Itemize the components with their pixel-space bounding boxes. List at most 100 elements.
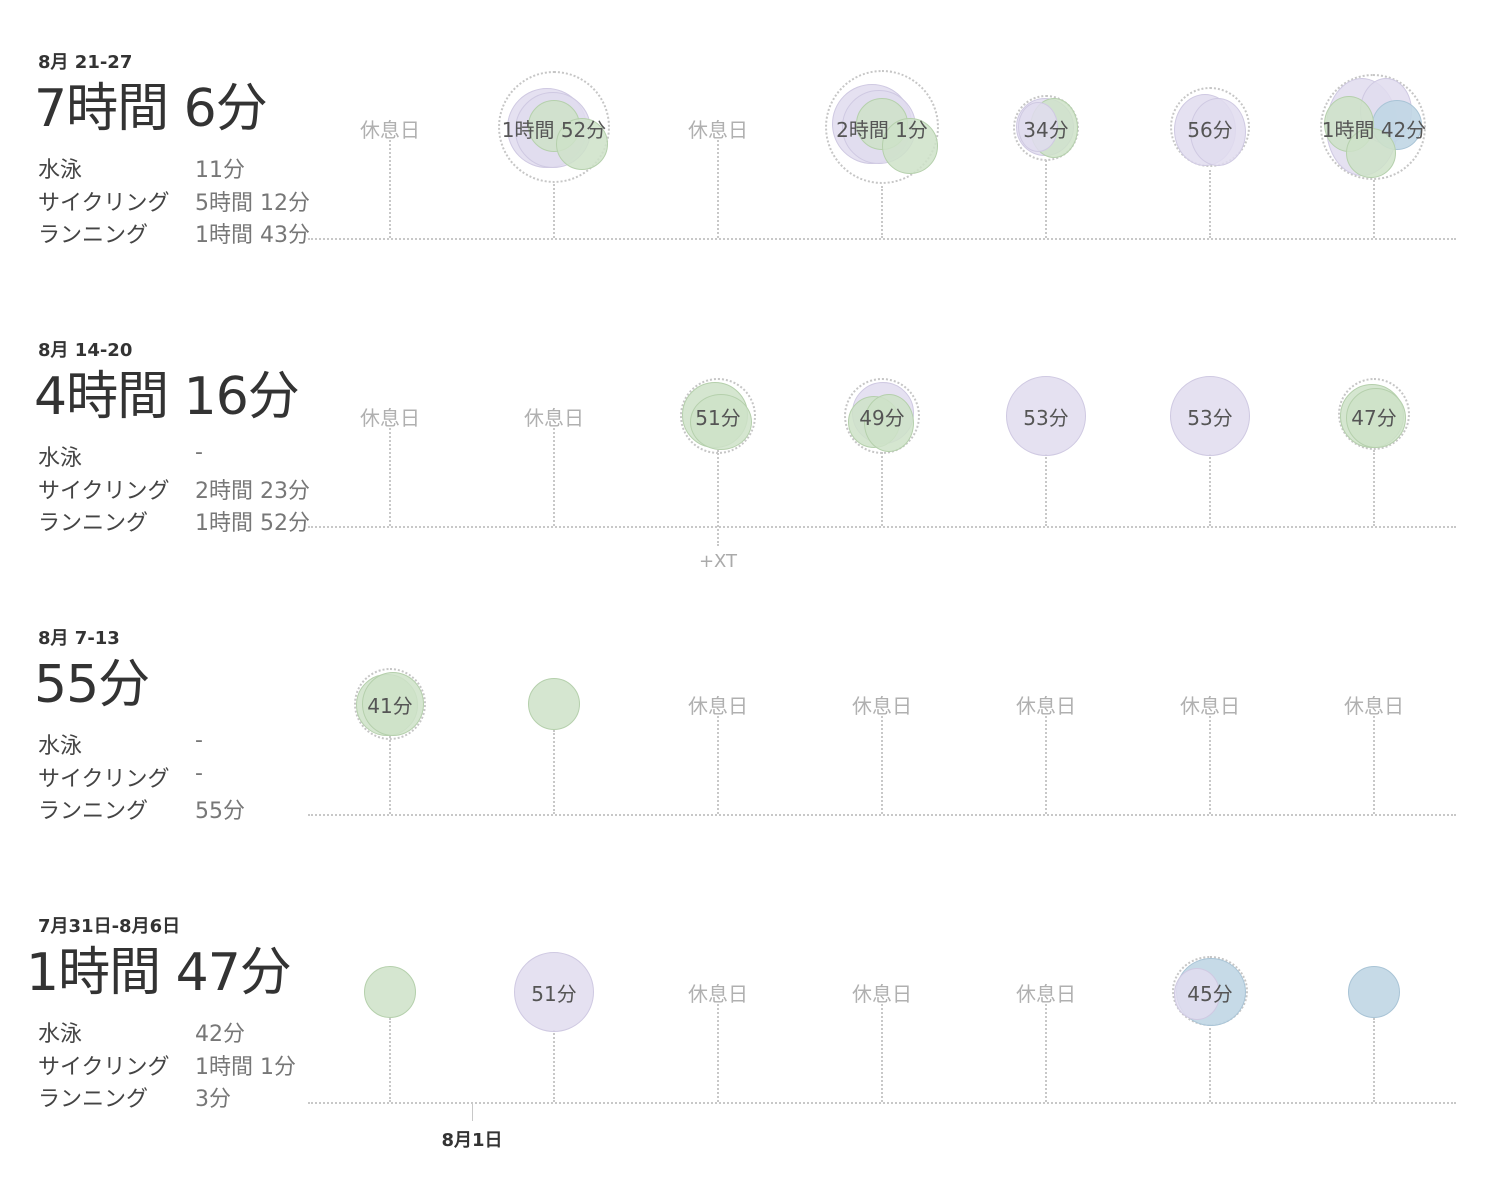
day-total-ring	[1170, 87, 1250, 167]
day-stem	[1045, 716, 1047, 814]
day-total-ring	[354, 668, 426, 740]
rest-day-label: 休息日	[688, 982, 748, 1006]
day-stem	[1045, 454, 1047, 526]
day-duration-label: 45分	[1187, 982, 1233, 1006]
running-bubble[interactable]	[556, 118, 608, 170]
day-stem	[1209, 716, 1211, 814]
sport-duration: 1時間 1分	[195, 1055, 296, 1080]
sport-duration: -	[195, 440, 203, 465]
cycling-bubble[interactable]	[1190, 98, 1246, 166]
cycling-bubble[interactable]	[514, 952, 594, 1032]
rest-day-label: 休息日	[1016, 982, 1076, 1006]
rest-day-label: 休息日	[1016, 694, 1076, 718]
day-stem	[881, 716, 883, 814]
day-stem	[1373, 180, 1375, 238]
month-start-tick	[472, 1103, 473, 1121]
day-stem	[553, 730, 555, 814]
sport-name: ランニング	[38, 223, 149, 248]
day-stem	[1373, 716, 1375, 814]
sport-name: 水泳	[38, 734, 83, 759]
cycling-bubble[interactable]	[1170, 376, 1250, 456]
day-duration-label: 56分	[1187, 118, 1233, 142]
rest-day-label: 休息日	[852, 982, 912, 1006]
running-bubble[interactable]	[528, 678, 580, 730]
day-total-ring	[825, 70, 939, 184]
day-duration-label: 1時間 52分	[501, 118, 607, 142]
cross-training-label: +XT	[698, 551, 738, 572]
week-range: 8月 14-20	[38, 340, 133, 361]
day-stem	[1045, 1004, 1047, 1102]
week-row: 8月 21-27 7時間 6分 水泳 11分 サイクリング 5時間 12分 ラン…	[0, 48, 1490, 336]
running-bubble[interactable]	[690, 394, 752, 450]
day-duration-label: 53分	[1187, 406, 1233, 430]
rest-day-label: 休息日	[360, 406, 420, 430]
day-stem	[1045, 160, 1047, 238]
running-bubble[interactable]	[362, 672, 424, 736]
sport-name: サイクリング	[38, 1055, 170, 1080]
running-bubble[interactable]	[364, 966, 416, 1018]
day-stem	[881, 1004, 883, 1102]
rest-day-label: 休息日	[1180, 694, 1240, 718]
month-start-label: 8月1日	[441, 1130, 503, 1151]
running-bubble[interactable]	[882, 118, 938, 174]
sport-name: サイクリング	[38, 479, 170, 504]
sport-name: サイクリング	[38, 191, 170, 216]
day-total-ring	[1320, 74, 1426, 180]
rest-day-label: 休息日	[852, 694, 912, 718]
sport-name: ランニング	[38, 1087, 149, 1112]
rest-day-label: 休息日	[524, 406, 584, 430]
week-timeline-baseline	[308, 526, 1456, 528]
week-total-duration: 55分	[34, 655, 150, 715]
day-stem	[717, 450, 719, 546]
rest-day-label: 休息日	[360, 118, 420, 142]
day-stem	[389, 736, 391, 814]
running-bubble[interactable]	[1346, 388, 1406, 448]
day-duration-label: 1時間 42分	[1321, 118, 1427, 142]
day-duration-label: 47分	[1351, 406, 1397, 430]
day-duration-label: 51分	[695, 406, 741, 430]
day-stem	[553, 428, 555, 526]
sport-duration: -	[195, 761, 203, 786]
rest-day-label: 休息日	[1344, 694, 1404, 718]
cycling-bubble[interactable]	[1018, 102, 1058, 152]
day-stem	[1373, 450, 1375, 526]
week-range: 7月31日-8月6日	[38, 916, 181, 937]
sport-duration: 1時間 52分	[195, 511, 310, 536]
sport-name: 水泳	[38, 1022, 83, 1047]
week-row: 8月 14-20 4時間 16分 水泳 - サイクリング 2時間 23分 ランニ…	[0, 336, 1490, 624]
week-total-duration: 4時間 16分	[34, 367, 300, 427]
week-total-duration: 1時間 47分	[26, 943, 292, 1003]
day-stem	[717, 140, 719, 238]
week-range: 8月 7-13	[38, 628, 120, 649]
day-total-ring	[1338, 378, 1410, 450]
rest-day-label: 休息日	[688, 694, 748, 718]
day-total-ring	[680, 378, 756, 454]
day-stem	[1373, 1018, 1375, 1102]
running-bubble[interactable]	[1346, 128, 1396, 178]
day-duration-label: 2時間 1分	[836, 118, 928, 142]
day-total-ring	[498, 71, 610, 183]
sport-name: サイクリング	[38, 767, 170, 792]
day-total-ring	[1013, 95, 1079, 161]
day-duration-label: 34分	[1023, 118, 1069, 142]
sport-duration: 42分	[195, 1022, 245, 1047]
swimming-bubble[interactable]	[1348, 966, 1400, 1018]
week-total-duration: 7時間 6分	[34, 79, 268, 139]
sport-name: 水泳	[38, 446, 83, 471]
day-stem	[389, 1018, 391, 1102]
day-stem	[881, 452, 883, 526]
sport-duration: 2時間 23分	[195, 479, 310, 504]
day-duration-label: 51分	[531, 982, 577, 1006]
sport-duration: 55分	[195, 799, 245, 824]
day-total-ring	[844, 378, 920, 454]
sport-name: ランニング	[38, 799, 149, 824]
week-timeline-baseline	[308, 814, 1456, 816]
cycling-bubble[interactable]	[1174, 968, 1220, 1020]
cycling-bubble[interactable]	[1006, 376, 1086, 456]
sport-duration: 11分	[195, 158, 245, 183]
sport-duration: 3分	[195, 1087, 231, 1112]
running-bubble[interactable]	[864, 394, 914, 452]
sport-name: 水泳	[38, 158, 83, 183]
week-row: 7月31日-8月6日 1時間 47分 水泳 42分 サイクリング 1時間 1分 …	[0, 912, 1490, 1200]
day-duration-label: 53分	[1023, 406, 1069, 430]
